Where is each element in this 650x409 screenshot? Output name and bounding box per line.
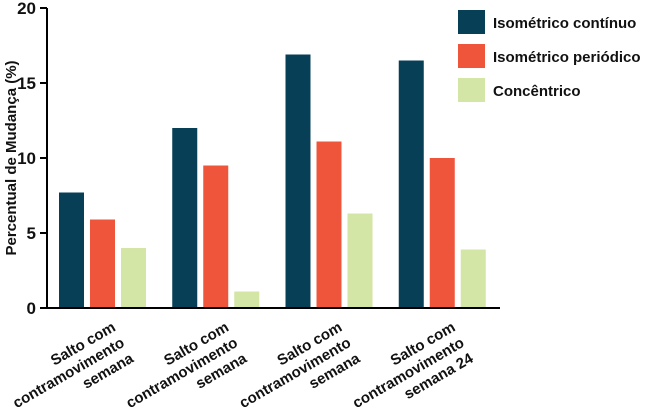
bar bbox=[398, 60, 424, 308]
bar bbox=[347, 213, 373, 308]
bar bbox=[121, 248, 146, 308]
bars-group bbox=[59, 54, 486, 308]
bar bbox=[203, 165, 229, 308]
bar bbox=[172, 128, 198, 308]
y-ticks-group: 0 5 10 15 20 bbox=[17, 0, 47, 318]
legend-swatch bbox=[458, 78, 485, 102]
bar bbox=[285, 54, 311, 308]
legend-label: Isométrico contínuo bbox=[493, 15, 636, 32]
legend-swatch bbox=[458, 10, 485, 34]
bar bbox=[460, 249, 486, 308]
y-axis-label: Percentual de Mudança (%) bbox=[3, 60, 20, 255]
y-tick-label: 10 bbox=[17, 149, 36, 168]
bar bbox=[316, 141, 342, 308]
legend-label: Isométrico periódico bbox=[493, 49, 641, 66]
y-tick-label: 15 bbox=[17, 74, 36, 93]
bar bbox=[59, 192, 84, 308]
bar bbox=[90, 219, 115, 308]
legend: Isométrico contínuo Isométrico periódico C… bbox=[458, 10, 641, 102]
y-tick-label: 0 bbox=[27, 299, 36, 318]
y-tick-label: 20 bbox=[17, 0, 36, 18]
legend-label: Concêntrico bbox=[493, 83, 581, 100]
bar bbox=[429, 158, 455, 308]
x-tick-label: Salto comcontramovimentosemana bbox=[1, 318, 137, 409]
legend-swatch bbox=[458, 44, 485, 68]
bar bbox=[234, 291, 260, 308]
y-tick-label: 5 bbox=[27, 224, 36, 243]
